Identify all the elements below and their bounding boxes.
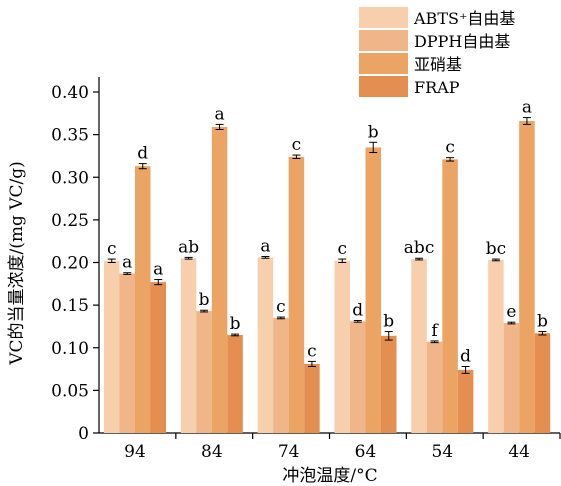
legend-swatch <box>359 53 408 74</box>
significance-label: a <box>260 237 270 257</box>
y-tick-label: 0.20 <box>51 254 89 274</box>
bar <box>365 147 381 433</box>
significance-label: c <box>445 138 455 158</box>
significance-label: f <box>431 321 439 341</box>
legend-label: 亚硝基 <box>414 55 462 74</box>
bar <box>119 273 135 433</box>
significance-label: b <box>383 312 394 332</box>
bar <box>534 333 551 433</box>
x-tick-label: 74 <box>278 442 300 462</box>
x-tick-label: 94 <box>124 442 146 462</box>
significance-label: b <box>368 122 379 142</box>
legend-label: DPPH自由基 <box>414 32 510 51</box>
significance-label: c <box>107 239 117 259</box>
bar <box>350 321 366 433</box>
x-tick-label: 44 <box>508 442 530 462</box>
bar <box>180 258 197 433</box>
bar <box>104 260 120 433</box>
x-tick-label: 64 <box>355 442 377 462</box>
bar <box>488 259 504 433</box>
significance-label: e <box>506 302 516 322</box>
bar <box>150 282 166 433</box>
significance-label: ab <box>178 237 199 257</box>
legend-label: ABTS⁺自由基 <box>413 9 515 28</box>
significance-label: d <box>460 347 471 367</box>
significance-label: d <box>137 144 148 164</box>
bar <box>196 311 212 433</box>
x-tick-label: 84 <box>201 442 223 462</box>
y-tick-label: 0.10 <box>51 339 89 359</box>
bar <box>457 369 474 433</box>
y-tick-label: 0.15 <box>51 296 89 316</box>
significance-label: d <box>352 300 363 320</box>
significance-label: c <box>307 341 317 361</box>
bar <box>273 317 289 433</box>
x-tick-label: 54 <box>432 442 454 462</box>
y-tick-label: 0.05 <box>51 381 89 401</box>
bar <box>227 334 243 433</box>
significance-label: a <box>153 260 163 280</box>
legend-swatch <box>359 76 408 97</box>
bar <box>381 335 397 433</box>
x-axis-title: 冲泡温度/°C <box>282 466 377 486</box>
bar <box>426 341 443 433</box>
y-tick-label: 0.40 <box>51 83 89 103</box>
significance-label: b <box>537 312 548 332</box>
bar <box>519 120 535 434</box>
y-axis-title: VC的当量浓度/(mg VC/g) <box>7 161 27 366</box>
y-tick-label: 0.35 <box>51 126 89 146</box>
axes: 0 0.05 0.10 0.15 0.20 0.25 0.30 0.35 0.40 94 84 74 6… <box>51 77 561 462</box>
bar <box>442 159 458 433</box>
legend-swatch <box>359 30 408 51</box>
significance-label: c <box>292 135 302 155</box>
significance-label: b <box>199 290 210 310</box>
significance-label: a <box>215 104 225 124</box>
significance-label: abc <box>404 238 435 258</box>
y-tick-label: 0.25 <box>51 211 89 231</box>
bar <box>411 259 427 433</box>
y-tick-label: 0 <box>78 424 89 444</box>
bar <box>288 156 305 434</box>
bar <box>135 166 151 434</box>
bar <box>503 323 520 433</box>
legend-label: FRAP <box>414 78 460 97</box>
significance-label: c <box>276 297 286 317</box>
legend-swatch <box>359 7 408 28</box>
significance-label: a <box>122 253 132 273</box>
significance-label: b <box>230 314 241 334</box>
significance-label: bc <box>486 239 506 259</box>
bar <box>211 126 228 433</box>
significance-label: a <box>522 98 532 118</box>
significance-label: c <box>337 239 347 259</box>
bar <box>334 260 350 433</box>
y-tick-label: 0.30 <box>51 168 89 188</box>
bar <box>304 363 320 433</box>
bar <box>257 257 274 433</box>
